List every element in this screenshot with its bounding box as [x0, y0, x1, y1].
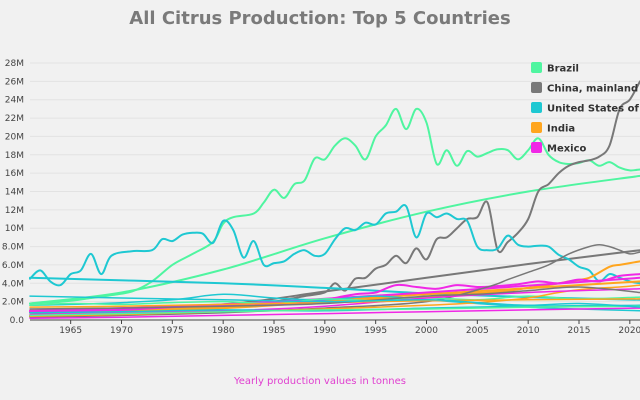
y-gridlines [30, 62, 640, 303]
chart-title: All Citrus Production: Top 5 Countries [129, 8, 510, 29]
y-tick-label: 4.0M [2, 279, 24, 289]
y-tick-label: 18M [5, 151, 24, 161]
legend-item[interactable]: China, mainland [531, 82, 638, 95]
y-tick-label: 14M [5, 188, 24, 198]
y-axis-ticks: 0.0 2.0M 4.0M 6.0M 8.0M 10M 12M 14M 16M 18M 20M 22M… [2, 59, 24, 326]
x-tick-label: 1985 [263, 326, 286, 336]
series-line-brazil [29, 107, 640, 305]
series-line-other-5 [29, 288, 640, 316]
y-tick-label: 10M [5, 224, 24, 234]
series-line-other-11 [29, 295, 640, 308]
x-tick-label: 2005 [466, 326, 489, 336]
legend[interactable]: Brazil China, mainland United States of Am… [531, 62, 640, 155]
legend-swatch [531, 122, 542, 133]
legend-item[interactable]: Mexico [531, 142, 587, 155]
legend-label: Mexico [547, 144, 587, 155]
series-layer [29, 80, 640, 319]
y-tick-label: 12M [5, 206, 24, 216]
legend-label: Brazil [547, 64, 579, 75]
x-axis-label: Yearly production values in tonnes [233, 376, 406, 387]
series-line-other-9 [29, 286, 640, 310]
y-tick-label: 24M [5, 96, 24, 106]
series-line-other-8 [29, 298, 640, 308]
x-tick-label: 2020 [618, 326, 640, 336]
legend-item[interactable]: Brazil [531, 62, 579, 75]
y-tick-label: 26M [5, 77, 24, 87]
legend-item[interactable]: United States of America [531, 102, 640, 115]
x-tick-label: 1995 [364, 326, 387, 336]
legend-swatch [531, 62, 542, 73]
x-tick-label: 1970 [110, 326, 133, 336]
legend-swatch [531, 82, 542, 93]
x-tick-label: 1980 [212, 326, 235, 336]
x-tick-label: 1975 [161, 326, 184, 336]
legend-swatch [531, 142, 542, 153]
y-tick-label: 2.0M [2, 298, 24, 308]
series-line-united-states-of-america [29, 204, 640, 287]
series-line-other-6 [29, 304, 640, 314]
y-tick-label: 0.0 [10, 316, 25, 326]
x-axis-ticks: 1965 1970 1975 1980 1985 1990 1995 2000 2005 2010… [59, 320, 640, 336]
x-tick-label: 1990 [313, 326, 336, 336]
series-line-other-10 [29, 307, 640, 319]
y-tick-label: 6.0M [2, 261, 24, 271]
y-tick-label: 16M [5, 169, 24, 179]
legend-item[interactable]: India [531, 122, 575, 135]
x-tick-label: 2000 [415, 326, 438, 336]
series-line-brazil-trend [29, 174, 640, 305]
series-line-other-2 [29, 243, 640, 318]
legend-swatch [531, 102, 542, 113]
y-tick-label: 8.0M [2, 243, 24, 253]
y-tick-label: 28M [5, 59, 24, 69]
legend-label: China, mainland [547, 84, 638, 95]
series-line-china-mainland [29, 80, 640, 315]
x-tick-label: 2010 [517, 326, 540, 336]
y-tick-label: 22M [5, 114, 24, 124]
legend-label: India [547, 124, 575, 135]
x-tick-label: 2015 [568, 326, 591, 336]
series-line-india [29, 260, 640, 313]
series-line-other-3 [29, 295, 640, 307]
x-tick-label: 1965 [59, 326, 82, 336]
legend-label: United States of America [547, 104, 640, 115]
series-line-other-7 [29, 305, 640, 317]
y-tick-label: 20M [5, 132, 24, 142]
